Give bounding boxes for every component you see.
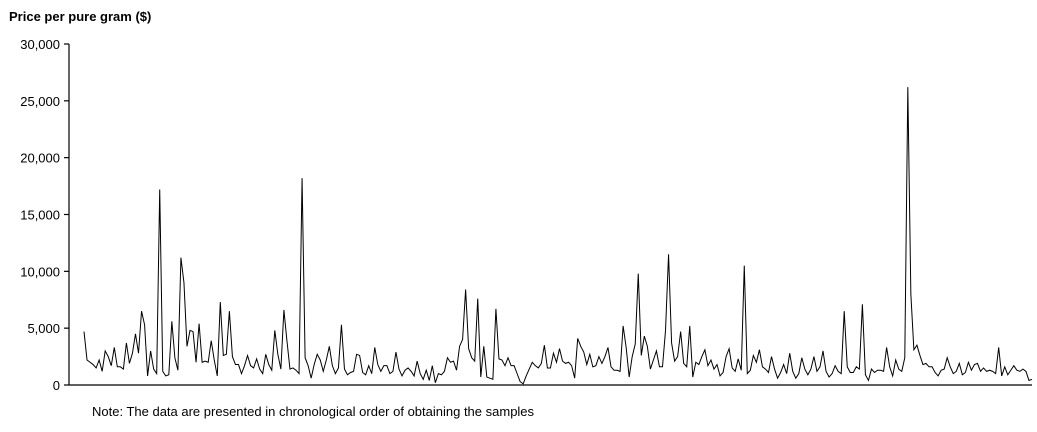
- y-tick-label: 25,000: [20, 94, 60, 109]
- y-axis: 0 5,000 10,000 15,000 20,000 25,000 30,000: [20, 37, 70, 393]
- y-tick-label: 5,000: [27, 321, 60, 336]
- y-tick-label: 20,000: [20, 151, 60, 166]
- series-line-0: [83, 87, 1033, 385]
- chart-note: Note: The data are presented in chronolo…: [92, 404, 535, 419]
- chart-title: Price per pure gram ($): [9, 9, 152, 24]
- y-tick-label: 0: [53, 378, 60, 393]
- y-tick-label: 15,000: [20, 208, 60, 223]
- y-tick-label: 10,000: [20, 264, 60, 279]
- y-tick-label: 30,000: [20, 37, 60, 52]
- series-layer: [83, 87, 1033, 385]
